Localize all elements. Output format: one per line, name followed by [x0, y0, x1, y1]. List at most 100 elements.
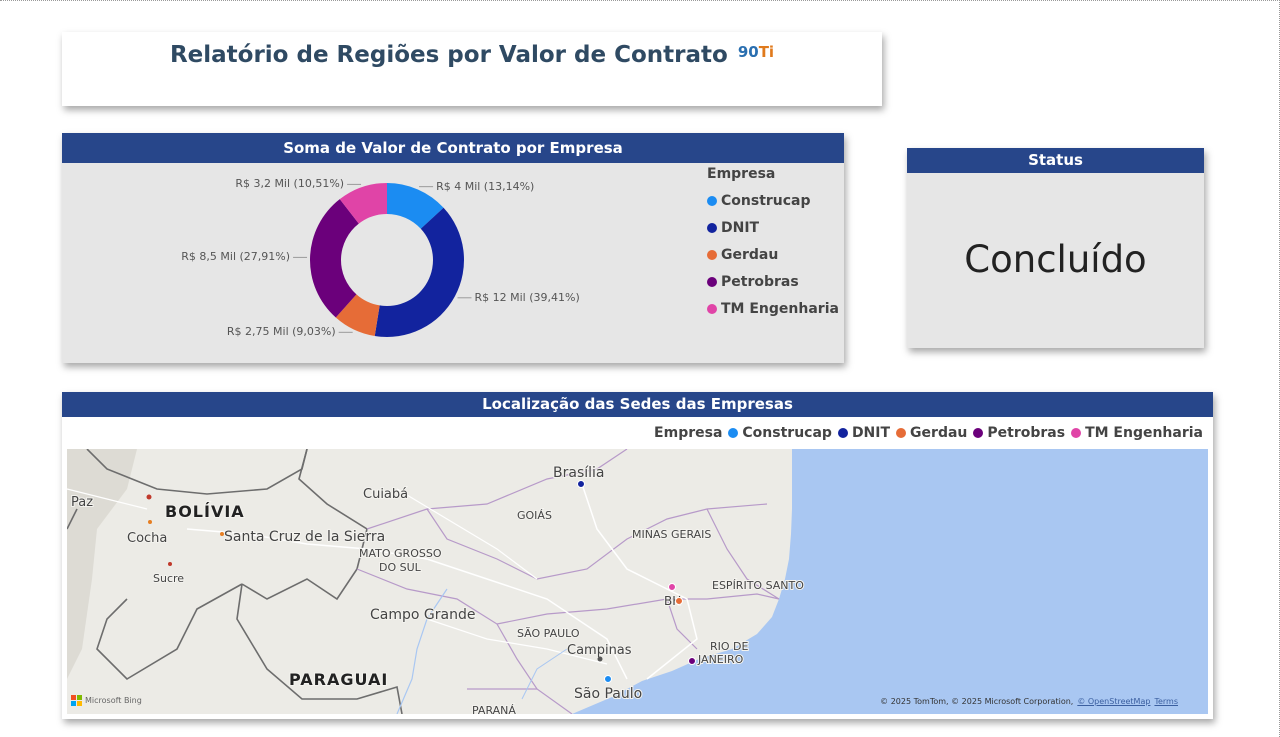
- river: [521, 648, 568, 700]
- map-place-label: PARANÁ: [472, 704, 516, 714]
- map-legend-item[interactable]: Gerdau: [896, 425, 967, 441]
- terms-link[interactable]: Terms: [1154, 697, 1178, 706]
- report-title-text: Relatório de Regiões por Valor de Contra…: [169, 42, 728, 68]
- report-title: Relatório de Regiões por Valor de Contra…: [62, 42, 882, 68]
- map-card[interactable]: Localização das Sedes das Empresas Empre…: [62, 392, 1213, 719]
- andes-relief: [67, 449, 137, 679]
- road: [186, 528, 628, 680]
- legend-dot-icon: [973, 428, 984, 438]
- map-place-label: Cocha: [127, 531, 167, 546]
- map-canvas[interactable]: Brasília Cuiabá GOIÁS BOLÍVIA Santa Cruz de …: [67, 449, 1208, 714]
- map-place-label: MINAS GERAIS: [632, 528, 711, 541]
- donut-legend-label: DNIT: [721, 219, 760, 236]
- map-place-label: Sucre: [153, 572, 184, 585]
- city-dot: [220, 532, 224, 536]
- map-legend-item[interactable]: Petrobras: [973, 425, 1065, 441]
- map-legend-item[interactable]: TM Engenharia: [1071, 425, 1203, 441]
- openstreetmap-link[interactable]: © OpenStreetMap: [1077, 697, 1151, 706]
- donut-legend-title: Empresa: [707, 166, 776, 182]
- map-place-label: Campo Grande: [370, 607, 475, 623]
- map-legend-items[interactable]: Construcap DNIT Gerdau Petrobras TM Engenhar…: [728, 425, 1203, 441]
- donut-slice-tm-engenharia[interactable]: [339, 183, 387, 224]
- legend-dot-icon: [728, 428, 739, 438]
- marker-tm-engenharia[interactable]: [668, 583, 676, 591]
- map-legend-label: Petrobras: [987, 425, 1066, 441]
- donut-legend-item[interactable]: TM Engenharia: [707, 295, 839, 322]
- map-legend-item[interactable]: Construcap: [728, 425, 832, 441]
- legend-dot-icon: [707, 222, 717, 233]
- donut-legend-label: Gerdau: [721, 246, 779, 263]
- state-border: [366, 449, 628, 530]
- bing-text: Microsoft Bing: [85, 696, 142, 705]
- map-place-label: PARAGUAI: [289, 670, 388, 689]
- map-legend-title: Empresa: [654, 425, 723, 441]
- donut-data-label: R$ 8,5 Mil (27,91%): [181, 250, 291, 264]
- map-place-label: JANEIRO: [697, 653, 744, 666]
- donut-legend-item[interactable]: Petrobras: [707, 268, 839, 295]
- marker-gerdau[interactable]: [675, 597, 683, 605]
- map-place-label: São Paulo: [574, 686, 642, 702]
- map-area[interactable]: Brasília Cuiabá GOIÁS BOLÍVIA Santa Cruz de …: [67, 449, 1208, 714]
- legend-dot-icon: [707, 276, 717, 287]
- map-attribution: © 2025 TomTom, © 2025 Microsoft Corporat…: [880, 697, 1178, 706]
- donut-legend-item[interactable]: Construcap: [707, 187, 839, 214]
- map-legend-label: TM Engenharia: [1085, 425, 1203, 441]
- border-line: [236, 583, 403, 714]
- marker-construcap[interactable]: [604, 675, 612, 683]
- donut-slice-petrobras[interactable]: [310, 199, 359, 318]
- map-place-label: Brasília: [553, 465, 604, 481]
- status-card: Status Concluído: [907, 148, 1204, 348]
- title-card: Relatório de Regiões por Valor de Contra…: [62, 32, 882, 106]
- logo-part-1: 90: [737, 43, 759, 61]
- map-place-label: ESPÍRITO SANTO: [712, 579, 804, 592]
- donut-legend-item[interactable]: DNIT: [707, 214, 839, 241]
- microsoft-logo-icon: [71, 695, 82, 706]
- donut-slice-gerdau[interactable]: [335, 294, 380, 337]
- map-place-label: Campinas: [567, 643, 632, 658]
- map-place-label: BOLÍVIA: [165, 502, 245, 521]
- border-line: [96, 583, 243, 681]
- status-header: Status: [907, 148, 1204, 173]
- border-line: [67, 508, 78, 530]
- state-border: [666, 598, 698, 650]
- donut-legend-label: Construcap: [721, 192, 811, 209]
- city-dot: [148, 520, 152, 524]
- donut-data-label: R$ 4 Mil (13,14%): [436, 179, 535, 193]
- map-legend-item[interactable]: DNIT: [837, 425, 891, 441]
- road: [67, 488, 148, 510]
- donut-chart-card[interactable]: Soma de Valor de Contrato por Empresa R$…: [62, 133, 844, 363]
- map-legend-label: DNIT: [851, 425, 891, 441]
- ocean: [572, 449, 1208, 714]
- map-place-label: DO SUL: [379, 561, 422, 574]
- map-legend[interactable]: Empresa Construcap DNIT Gerdau Petrobras TM …: [654, 425, 1203, 441]
- map-place-label: RIO DE: [710, 640, 749, 653]
- legend-dot-icon: [837, 428, 848, 438]
- donut-legend-item[interactable]: Gerdau: [707, 241, 839, 268]
- donut-legend-items[interactable]: Construcap DNIT Gerdau Petrobras TM Engenhar…: [707, 187, 839, 322]
- legend-dot-icon: [707, 249, 717, 260]
- map-legend-label: Construcap: [742, 425, 832, 441]
- donut-chart[interactable]: [62, 163, 702, 363]
- donut-slice-dnit[interactable]: [374, 207, 464, 337]
- legend-dot-icon: [1071, 428, 1082, 438]
- map-place-label: Paz: [71, 495, 93, 510]
- map-place-label: BH: [664, 594, 681, 608]
- road: [396, 488, 538, 580]
- donut-legend[interactable]: Empresa Construcap DNIT Gerdau Petrobras TM …: [707, 166, 839, 322]
- donut-slice-construcap[interactable]: [387, 183, 444, 229]
- logo: 90Ti: [738, 43, 774, 61]
- status-value: Concluído: [964, 238, 1147, 281]
- marker-dnit[interactable]: [577, 480, 585, 488]
- donut-legend-label: Petrobras: [721, 273, 799, 290]
- legend-dot-icon: [896, 428, 907, 438]
- map-place-label: MATO GROSSO: [359, 547, 442, 560]
- legend-dot-icon: [707, 303, 717, 314]
- map-place-labels: Brasília Cuiabá GOIÁS BOLÍVIA Santa Cruz de …: [70, 464, 805, 714]
- donut-legend-label: TM Engenharia: [721, 300, 839, 317]
- road: [581, 483, 698, 680]
- donut-data-label: R$ 3,2 Mil (10,51%): [235, 177, 345, 191]
- city-dot: [168, 562, 172, 566]
- attribution-text: © 2025 TomTom, © 2025 Microsoft Corporat…: [880, 697, 1074, 706]
- map-place-label: Santa Cruz de la Sierra: [224, 529, 385, 545]
- marker-petrobras[interactable]: [688, 657, 696, 665]
